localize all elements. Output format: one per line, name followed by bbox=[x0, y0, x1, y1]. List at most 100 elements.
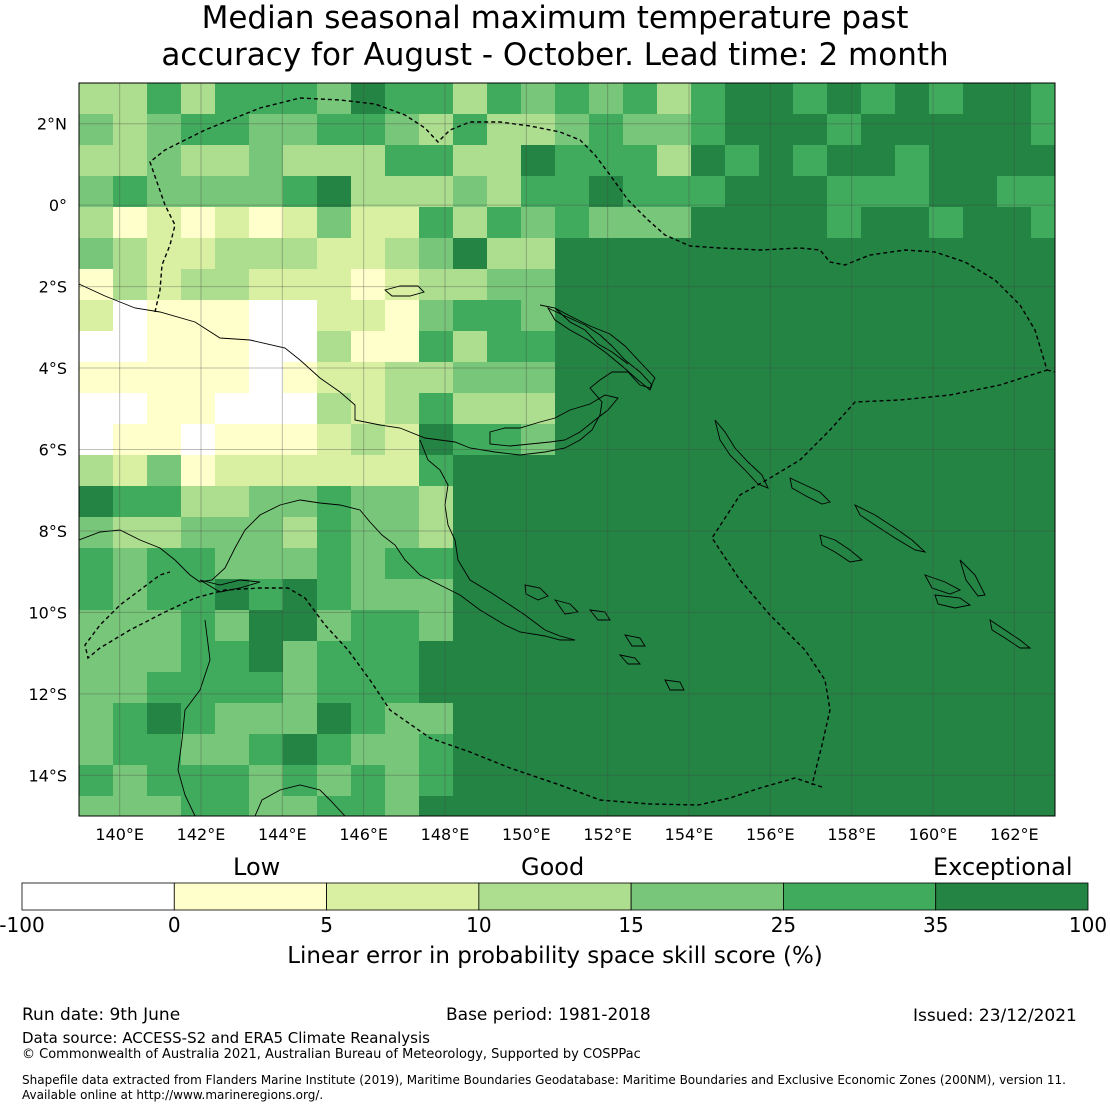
grid-cell bbox=[147, 796, 182, 816]
grid-cell bbox=[453, 455, 488, 487]
grid-cell bbox=[1031, 486, 1055, 518]
grid-cell bbox=[929, 238, 964, 270]
grid-cell bbox=[793, 269, 828, 301]
grid-cell bbox=[589, 455, 624, 487]
grid-cell bbox=[691, 703, 726, 735]
grid-cell bbox=[589, 548, 624, 580]
grid-cell bbox=[929, 176, 964, 208]
grid-cell bbox=[929, 486, 964, 518]
grid-cell bbox=[147, 765, 182, 797]
grid-cell bbox=[555, 703, 590, 735]
grid-cell bbox=[147, 114, 182, 146]
grid-cell bbox=[351, 331, 386, 363]
grid-cell bbox=[1031, 393, 1055, 425]
grid-cell bbox=[895, 269, 930, 301]
grid-cell bbox=[147, 455, 182, 487]
grid-cell bbox=[997, 269, 1032, 301]
grid-cell bbox=[317, 238, 352, 270]
grid-cell bbox=[691, 331, 726, 363]
grid-cell bbox=[657, 610, 692, 642]
grid-cell bbox=[283, 269, 318, 301]
longitude-tick-label: 146°E bbox=[339, 825, 388, 844]
grid-cell bbox=[385, 579, 420, 611]
grid-cell bbox=[657, 424, 692, 456]
grid-cell bbox=[181, 207, 216, 239]
grid-cell bbox=[181, 548, 216, 580]
grid-cell bbox=[657, 145, 692, 177]
grid-cell bbox=[861, 114, 896, 146]
grid-cell bbox=[691, 238, 726, 270]
grid-cell bbox=[725, 548, 760, 580]
grid-cell bbox=[589, 145, 624, 177]
grid-cell bbox=[963, 300, 998, 332]
grid-cell bbox=[113, 703, 148, 735]
grid-cell bbox=[725, 579, 760, 611]
grid-cell bbox=[997, 207, 1032, 239]
grid-cell bbox=[895, 145, 930, 177]
grid-cell bbox=[249, 641, 284, 673]
grid-cell bbox=[147, 517, 182, 549]
grid-cell bbox=[1031, 455, 1055, 487]
grid-cell bbox=[113, 176, 148, 208]
grid-cell bbox=[929, 455, 964, 487]
grid-cell bbox=[79, 641, 114, 673]
grid-cell bbox=[759, 362, 794, 394]
grid-cell bbox=[147, 548, 182, 580]
coastlines bbox=[79, 283, 1032, 816]
grid-cell bbox=[79, 672, 114, 704]
grid-cell bbox=[453, 331, 488, 363]
grid-cell bbox=[113, 486, 148, 518]
grid-cell bbox=[997, 486, 1032, 518]
grid-cell bbox=[623, 610, 658, 642]
grid-cell bbox=[385, 517, 420, 549]
grid-cell bbox=[113, 145, 148, 177]
grid-cell bbox=[181, 331, 216, 363]
grid-cell bbox=[691, 83, 726, 115]
grid-cell bbox=[317, 548, 352, 580]
grid-cell bbox=[555, 238, 590, 270]
grid-cell bbox=[1031, 672, 1055, 704]
grid-cell bbox=[929, 610, 964, 642]
grid-cell bbox=[997, 300, 1032, 332]
grid-cell bbox=[793, 207, 828, 239]
grid-cell bbox=[589, 796, 624, 816]
grid-cell bbox=[453, 610, 488, 642]
grid-cell bbox=[453, 548, 488, 580]
grid-cell bbox=[419, 703, 454, 735]
grid-cell bbox=[861, 145, 896, 177]
grid-cell bbox=[861, 300, 896, 332]
grid-cell bbox=[725, 362, 760, 394]
grid-cell bbox=[521, 455, 556, 487]
grid-cell bbox=[827, 331, 862, 363]
grid-cell bbox=[623, 331, 658, 363]
grid-cell bbox=[283, 703, 318, 735]
grid-cell bbox=[317, 114, 352, 146]
colorbar-tick-label: 100 bbox=[1068, 913, 1108, 937]
latitude-tick-label: 2°N bbox=[37, 115, 67, 134]
grid-cell bbox=[555, 796, 590, 816]
grid-cell bbox=[827, 176, 862, 208]
grid-cell bbox=[963, 455, 998, 487]
grid-cell bbox=[79, 238, 114, 270]
grid-cell bbox=[487, 517, 522, 549]
grid-cell bbox=[249, 393, 284, 425]
grid-cell bbox=[453, 579, 488, 611]
copyright-notice: © Commonwealth of Australia 2021, Austra… bbox=[22, 1047, 641, 1062]
grid-cell bbox=[929, 641, 964, 673]
grid-cell bbox=[351, 734, 386, 766]
grid-cell bbox=[1031, 610, 1055, 642]
map-axis-ticks: 140°E 142°E 144°E 146°E 148°E 150°E 152°E 154°E… bbox=[28, 115, 1038, 844]
grid-cell bbox=[215, 362, 250, 394]
latitude-tick-label: 0° bbox=[49, 196, 67, 215]
grid-cell bbox=[215, 83, 250, 115]
grid-cell bbox=[385, 455, 420, 487]
grid-cell bbox=[113, 207, 148, 239]
grid-cell bbox=[997, 765, 1032, 797]
latitude-tick-label: 10°S bbox=[28, 603, 67, 622]
grid-cell bbox=[759, 393, 794, 425]
grid-cell bbox=[453, 424, 488, 456]
grid-cell bbox=[521, 207, 556, 239]
grid-cell bbox=[351, 579, 386, 611]
grid-cell bbox=[181, 176, 216, 208]
grid-cell bbox=[453, 734, 488, 766]
